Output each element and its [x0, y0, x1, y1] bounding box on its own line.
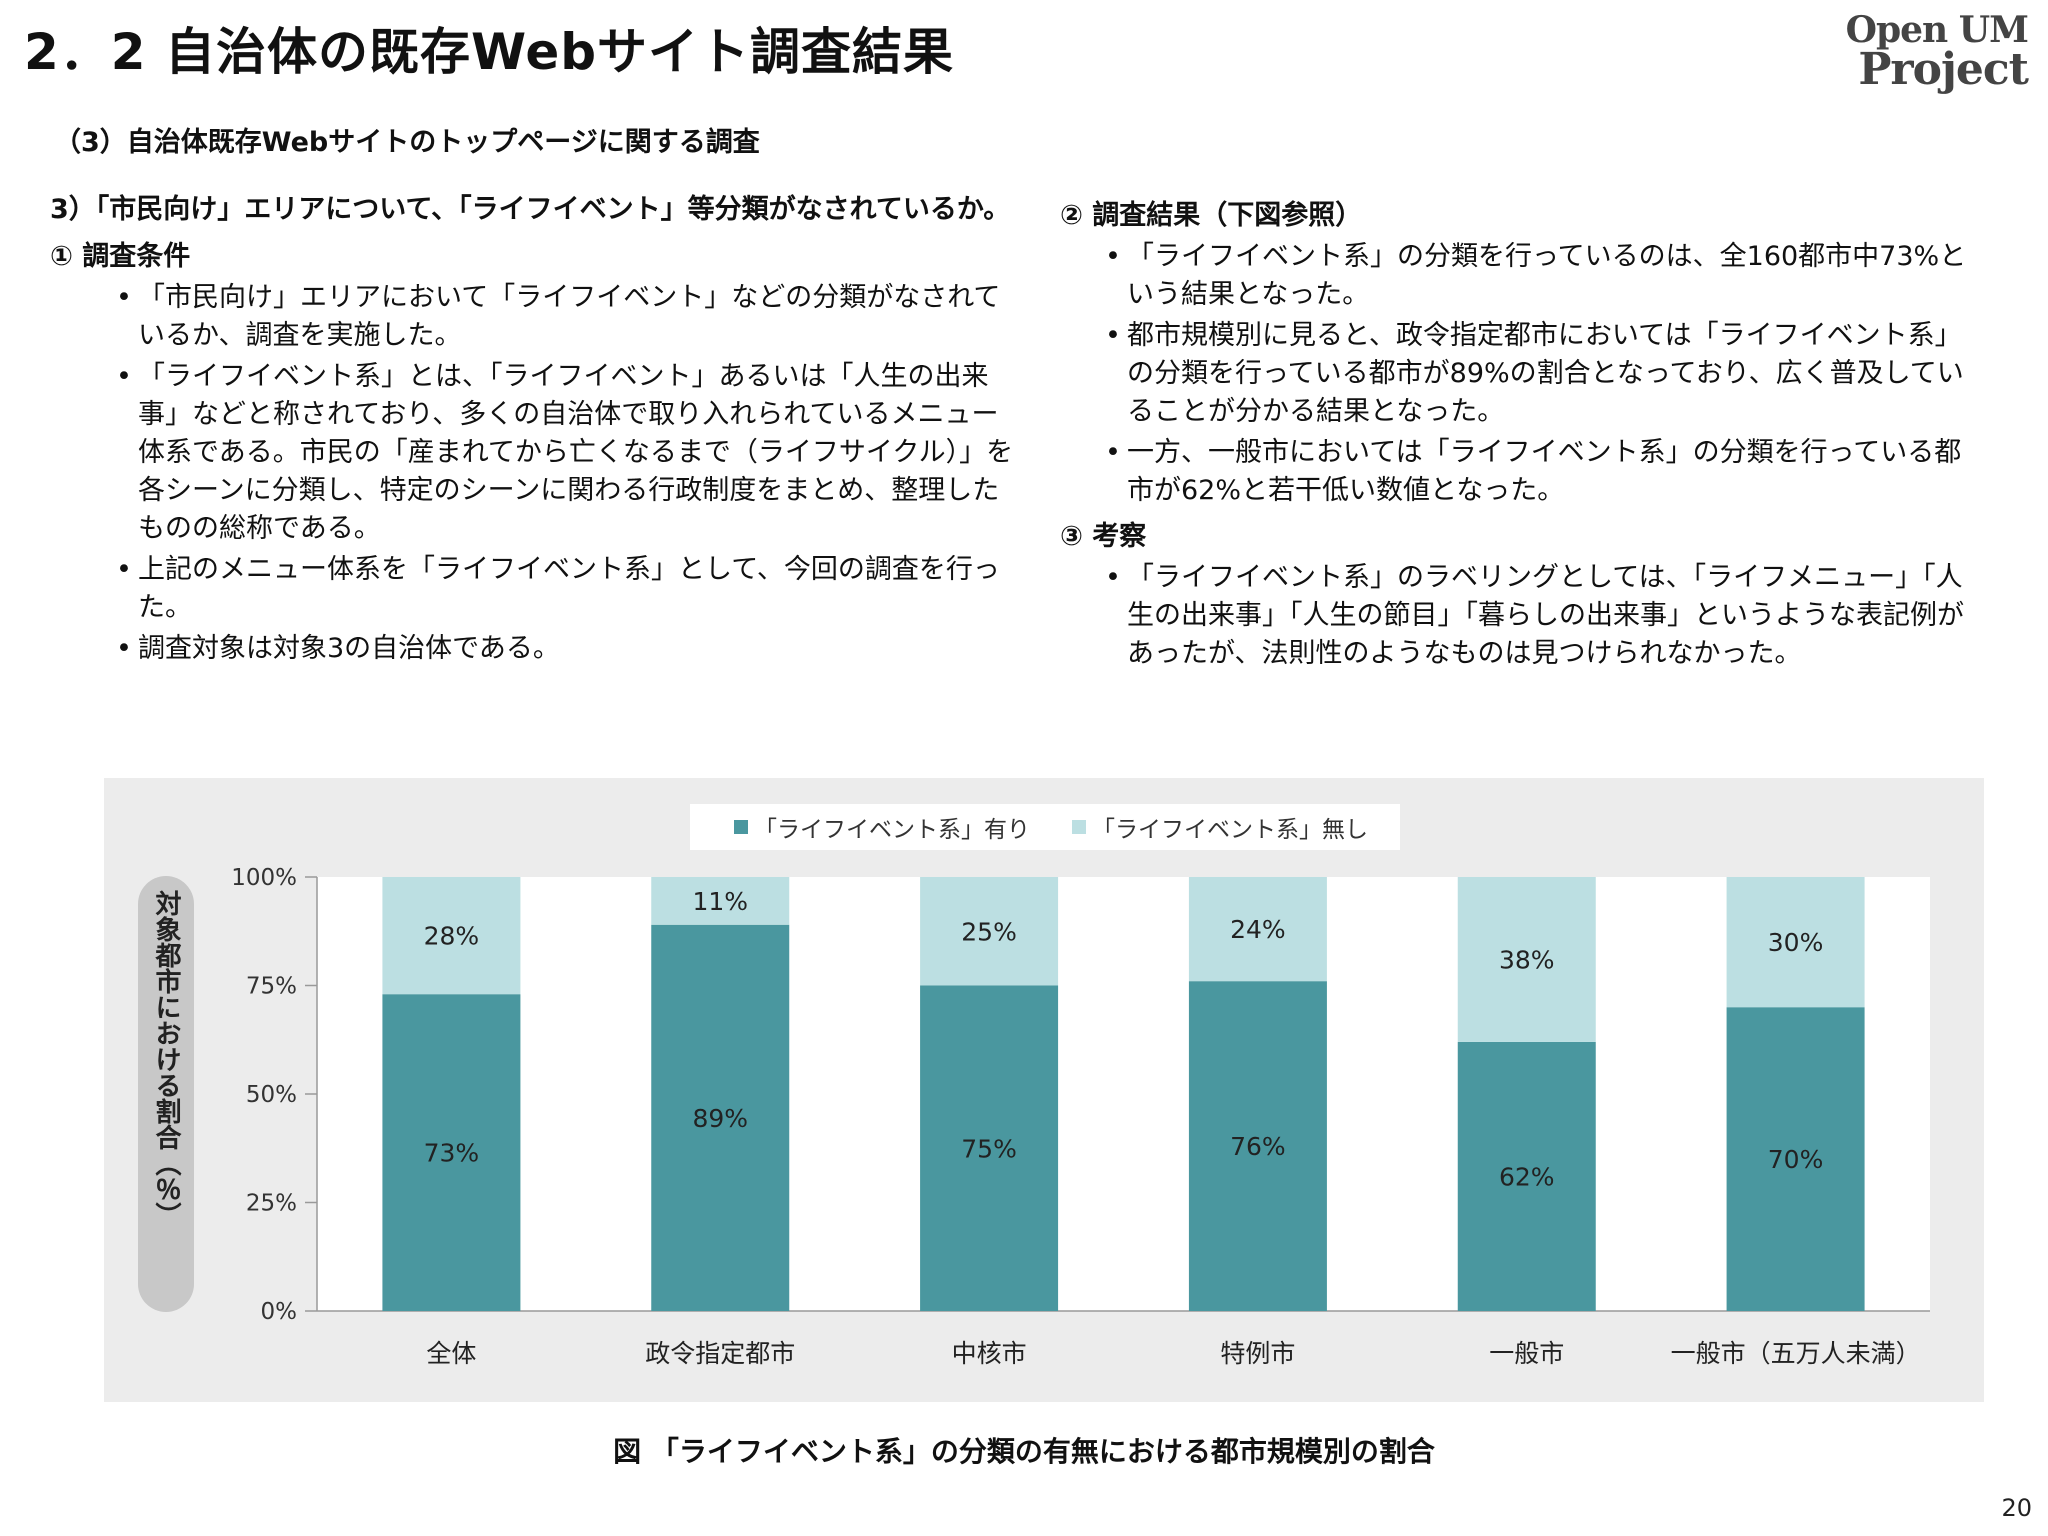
legend-swatch-with — [734, 820, 748, 834]
page-title: 2．2 自治体の既存Webサイト調査結果 — [24, 23, 955, 81]
bar-without — [382, 877, 521, 995]
y-tick-label: 75% — [246, 974, 297, 1000]
bar-without — [1726, 877, 1865, 1008]
list-item: 「ライフイベント系」のラベリングとしては、「ライフメニュー」「人生の出来事」「人… — [1105, 559, 1985, 673]
list-item: 「ライフイベント系」の分類を行っているのは、全160都市中73%という結果となっ… — [1105, 238, 1985, 314]
data-label-with: 73% — [424, 1139, 480, 1168]
bar-with — [1457, 1041, 1596, 1311]
y-axis-label-pill — [138, 876, 194, 1312]
y-tick-label: 50% — [246, 1082, 297, 1108]
x-tick-label: 全体 — [426, 1339, 476, 1368]
bar-without — [1457, 877, 1596, 1042]
x-tick-label: 一般市（五万人未満） — [1671, 1339, 1921, 1368]
bar-with — [920, 985, 1059, 1311]
data-label-with: 89% — [692, 1104, 748, 1133]
data-label-with: 75% — [961, 1134, 1017, 1163]
list-item: 「市民向け」エリアにおいて「ライフイベント」などの分類がなされているか、調査を実… — [116, 279, 1016, 355]
list-item: 調査対象は対象3の自治体である。 — [116, 630, 1016, 668]
right-column: ② 調査結果（下図参照） 「ライフイベント系」の分類を行っているのは、全160都… — [1060, 197, 2010, 673]
x-tick-label: 中核市 — [952, 1339, 1027, 1368]
x-tick-label: 政令指定都市 — [645, 1339, 795, 1368]
data-label-with: 70% — [1768, 1145, 1824, 1174]
bar-without — [920, 877, 1059, 986]
data-label-without: 25% — [961, 917, 1017, 946]
bar-with — [1188, 981, 1327, 1311]
data-label-without: 24% — [1230, 915, 1286, 944]
y-tick-label: 25% — [246, 1191, 297, 1217]
list-item: 一方、一般市においては「ライフイベント系」の分類を行っている都市が62%と若干低… — [1105, 434, 1985, 510]
section-subtitle: （3）自治体既存Webサイトのトップページに関する調査 — [54, 127, 760, 158]
survey-conditions-title: ① 調査条件 — [50, 241, 191, 272]
list-item: 「ライフイベント系」とは、「ライフイベント」あるいは「人生の出来事」などと称され… — [116, 358, 1016, 548]
figure-caption: 図 「ライフイベント系」の分類の有無における都市規模別の割合 — [613, 1435, 1435, 1468]
bar-with — [382, 994, 521, 1311]
data-label-without: 30% — [1768, 928, 1824, 957]
data-label-without: 38% — [1499, 945, 1555, 974]
chart-legend: 「ライフイベント系」有り 「ライフイベント系」無し — [690, 804, 1400, 850]
survey-conditions-list: 「市民向け」エリアにおいて「ライフイベント」などの分類がなされているか、調査を実… — [116, 279, 1016, 668]
list-item: 上記のメニュー体系を「ライフイベント系」として、今回の調査を行った。 — [116, 551, 1016, 627]
logo-line-2: Project — [1858, 44, 2029, 95]
open-um-project-logo: Open UM Project — [1828, 9, 2029, 95]
bar-without — [1188, 877, 1327, 982]
bar-with — [651, 924, 790, 1311]
y-tick-label: 100% — [231, 865, 297, 891]
legend-swatch-without — [1072, 820, 1086, 834]
y-axis-label: 対象都市における割合（％） — [151, 890, 181, 1228]
legend-label-with: 「ライフイベント系」有り — [754, 817, 1030, 843]
list-item: 都市規模別に見ると、政令指定都市においては「ライフイベント系」の分類を行っている… — [1105, 317, 1985, 431]
bar-with — [1726, 1007, 1865, 1311]
data-label-without: 11% — [692, 887, 748, 916]
data-label-without: 28% — [424, 922, 480, 951]
data-label-with: 76% — [1230, 1132, 1286, 1161]
data-label-with: 62% — [1499, 1162, 1555, 1191]
bar-without — [651, 877, 790, 925]
legend-label-without: 「ライフイベント系」無し — [1092, 817, 1368, 843]
survey-results-title: ② 調査結果（下図参照） — [1060, 200, 1363, 231]
left-column: 3）「市民向け」エリアについて、「ライフイベント」等分類がなされているか。 ① … — [50, 190, 1030, 668]
question-heading: 3）「市民向け」エリアについて、「ライフイベント」等分類がなされているか。 — [50, 194, 1011, 225]
x-tick-label: 特例市 — [1220, 1339, 1295, 1368]
logo-line-1: Open UM — [1845, 9, 2029, 51]
plot-area — [317, 877, 1930, 1311]
survey-results-list: 「ライフイベント系」の分類を行っているのは、全160都市中73%という結果となっ… — [1105, 238, 1985, 510]
legend-item-with: 「ライフイベント系」有り — [734, 804, 1030, 850]
x-tick-label: 一般市 — [1489, 1339, 1564, 1368]
legend-item-without: 「ライフイベント系」無し — [1072, 804, 1368, 850]
page-number: 20 — [2001, 1494, 2032, 1522]
discussion-list: 「ライフイベント系」のラベリングとしては、「ライフメニュー」「人生の出来事」「人… — [1105, 559, 1985, 673]
y-tick-label: 0% — [261, 1299, 298, 1325]
discussion-title: ③ 考察 — [1060, 521, 1147, 552]
